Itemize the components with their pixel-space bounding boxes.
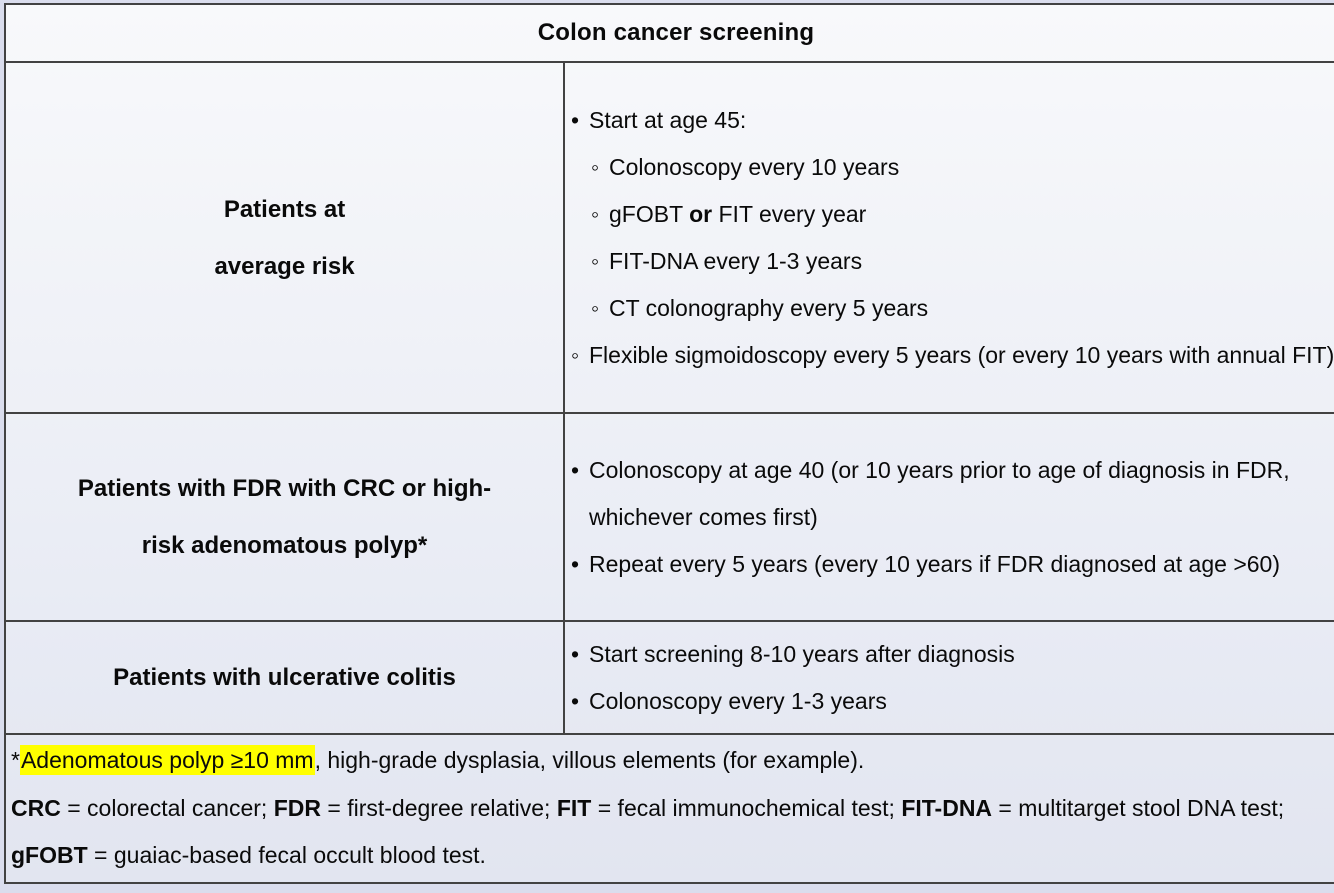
text-run: FIT every year <box>712 200 867 227</box>
text-run: gFOBT <box>609 200 690 227</box>
text-run: Colonoscopy at age 40 (or 10 years prior… <box>589 456 1290 530</box>
text-run: Start screening 8-10 years after diagnos… <box>589 640 1015 667</box>
recommendations-average-risk: • Start at age 45: ◦ Colonoscopy every 10 y… <box>563 61 1334 414</box>
screening-recommendations-list: • Start screening 8-10 years after diagno… <box>571 631 1334 725</box>
text-run: Flexible sigmoidoscopy every 5 years (or… <box>589 341 1334 368</box>
list-item: • Repeat every 5 years (every 10 years if… <box>571 541 1334 588</box>
list-item: ◦ FIT-DNA every 1-3 years <box>591 238 1334 285</box>
colon-cancer-screening-table: Colon cancer screening Patients at averag… <box>4 3 1334 884</box>
list-item: • Start screening 8-10 years after diagno… <box>571 631 1334 678</box>
list-item-text: Start at age 45: <box>589 97 1334 144</box>
recommendations-ulcerative-colitis: • Start screening 8-10 years after diagno… <box>563 620 1334 735</box>
list-item: ◦ CT colonography every 5 years <box>591 285 1334 332</box>
disc-bullet-icon: • <box>571 687 580 714</box>
table-footer-row: *Adenomatous polyp ≥10 mm, high-grade dy… <box>4 733 1334 884</box>
label-line: risk adenomatous polyp* <box>141 532 428 559</box>
list-item-text: FIT-DNA every 1-3 years <box>609 238 1334 285</box>
list-item-text: CT colonography every 5 years <box>609 285 1334 332</box>
disc-bullet-icon: • <box>571 640 580 667</box>
screening-recommendations-list: • Colonoscopy at age 40 (or 10 years prio… <box>571 447 1334 588</box>
screening-recommendations-list: • Start at age 45: ◦ Colonoscopy every 10 y… <box>571 97 1334 379</box>
text-run: FDR <box>273 794 321 821</box>
recommendations-fdr: • Colonoscopy at age 40 (or 10 years prio… <box>563 412 1334 622</box>
footnote-abbreviations: CRC = colorectal cancer; FDR = first-deg… <box>11 785 1334 880</box>
list-item-text: Repeat every 5 years (every 10 years if … <box>589 541 1334 588</box>
label-line: Patients with FDR with CRC or high- <box>77 475 492 502</box>
text-run: * <box>11 747 20 773</box>
list-item: ◦ Colonoscopy every 10 years <box>591 144 1334 191</box>
text-run: FIT-DNA every 1-3 years <box>609 247 863 274</box>
label-line: Patients at <box>223 195 346 223</box>
list-item-text: Flexible sigmoidoscopy every 5 years (or… <box>589 332 1334 379</box>
text-run: Repeat every 5 years (every 10 years if … <box>589 550 1280 577</box>
label-line: average risk <box>214 252 355 280</box>
text-run: Colonoscopy every 10 years <box>609 153 900 180</box>
disc-bullet-icon: • <box>571 106 580 133</box>
circle-bullet-icon: ◦ <box>591 247 600 274</box>
list-item-text: Colonoscopy at age 40 (or 10 years prior… <box>589 447 1334 541</box>
list-item: ◦ gFOBT or FIT every year <box>591 191 1334 238</box>
text-run: = colorectal cancer; <box>60 794 274 821</box>
highlighted-text: Adenomatous polyp ≥10 mm <box>19 745 315 775</box>
text-run: gFOBT <box>11 842 88 868</box>
label-line: Patients with ulcerative colitis <box>113 664 456 691</box>
table-row-fdr: Patients with FDR with CRC or high-risk … <box>4 412 1334 622</box>
list-item: • Start at age 45: <box>571 97 1334 144</box>
footnotes-cell: *Adenomatous polyp ≥10 mm, high-grade dy… <box>4 733 1334 884</box>
row-label-fdr: Patients with FDR with CRC or high-risk … <box>4 412 565 622</box>
row-label-average-risk: Patients at average risk <box>4 61 565 414</box>
list-item: • Colonoscopy every 1-3 years <box>571 678 1334 725</box>
text-run: Start at age 45: <box>589 106 747 133</box>
disc-bullet-icon: • <box>571 550 580 577</box>
list-item-text: Colonoscopy every 1-3 years <box>589 678 1334 725</box>
text-run: = fecal immunochemical test; <box>591 794 902 821</box>
table-title-row: Colon cancer screening <box>4 3 1334 63</box>
circle-bullet-icon: ◦ <box>591 153 600 180</box>
list-item: ◦ Flexible sigmoidoscopy every 5 years (o… <box>571 332 1334 379</box>
row-label-ulcerative-colitis: Patients with ulcerative colitis <box>4 620 565 735</box>
list-item: • Colonoscopy at age 40 (or 10 years prio… <box>571 447 1334 541</box>
table-row-average-risk: Patients at average risk • Start at age 45… <box>4 61 1334 414</box>
list-item-text: Colonoscopy every 10 years <box>609 144 1334 191</box>
list-item-text: gFOBT or FIT every year <box>609 191 1334 238</box>
table-row-ulcerative-colitis: Patients with ulcerative colitis • Start … <box>4 620 1334 735</box>
text-run: CT colonography every 5 years <box>609 294 929 321</box>
text-run: = guaiac-based fecal occult blood test. <box>87 842 486 868</box>
text-run: = first-degree relative; <box>320 794 557 821</box>
text-run: FIT-DNA <box>901 794 993 821</box>
table-title: Colon cancer screening <box>4 3 1334 63</box>
circle-bullet-icon: ◦ <box>591 294 600 321</box>
footnote-asterisk: *Adenomatous polyp ≥10 mm, high-grade dy… <box>11 737 1334 785</box>
circle-bullet-icon: ◦ <box>571 341 580 368</box>
text-run: FIT <box>556 794 592 821</box>
text-run: CRC <box>11 794 61 821</box>
disc-bullet-icon: • <box>571 456 580 483</box>
circle-bullet-icon: ◦ <box>591 200 600 227</box>
text-run: , high-grade dysplasia, villous elements… <box>314 747 865 773</box>
list-item-text: Start screening 8-10 years after diagnos… <box>589 631 1334 678</box>
text-run: or <box>689 200 713 227</box>
text-run: Colonoscopy every 1-3 years <box>589 687 887 714</box>
text-run: = multitarget stool DNA test; <box>992 794 1285 821</box>
